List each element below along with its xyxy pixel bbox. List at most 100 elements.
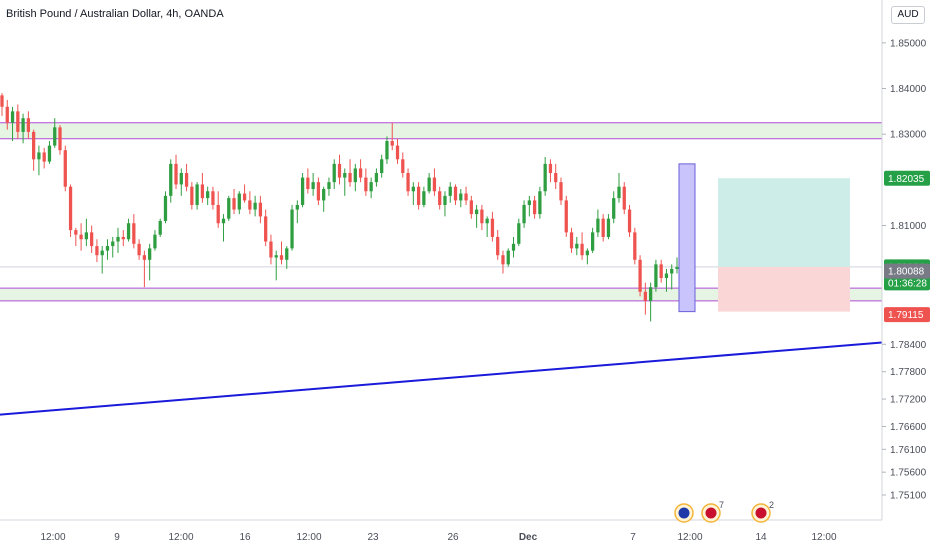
candle-body	[74, 230, 78, 235]
price-tick-label: 1.85000	[890, 38, 927, 49]
candle-body	[290, 209, 294, 249]
time-tick-label: 9	[114, 532, 120, 543]
candle	[322, 186, 326, 212]
candle-body	[253, 202, 257, 210]
candle-body	[543, 163, 547, 192]
flag-icon	[755, 507, 767, 519]
candle-body	[622, 186, 626, 210]
candle	[79, 223, 83, 251]
candle-body	[221, 218, 226, 224]
candle-body	[211, 191, 215, 205]
event-marker: 2	[751, 500, 774, 523]
candle-body	[580, 243, 584, 256]
candle-body	[148, 248, 152, 260]
candle-body	[32, 131, 36, 160]
candle-body	[121, 236, 125, 240]
candle	[42, 147, 46, 169]
candle-body	[406, 173, 410, 192]
candle-body	[606, 218, 611, 237]
previous-close-label: 1.80088	[884, 263, 930, 279]
time-tick-label: 26	[447, 532, 459, 543]
candle	[448, 182, 452, 203]
candle	[163, 191, 168, 224]
chart-title: British Pound / Australian Dollar, 4h, O…	[6, 8, 224, 20]
candle	[269, 234, 273, 265]
event-count: 2	[769, 500, 774, 510]
candle-body	[105, 246, 110, 251]
candle	[469, 195, 473, 219]
candle	[358, 159, 363, 183]
candle	[74, 227, 78, 247]
candle-body	[358, 168, 363, 178]
candle	[5, 99, 9, 130]
price-tick-label: 1.75600	[890, 468, 927, 479]
candle	[617, 173, 621, 203]
candle	[258, 195, 263, 224]
candle-body	[422, 191, 426, 205]
candle-body	[480, 209, 484, 224]
candle	[633, 227, 637, 265]
candle	[374, 168, 379, 187]
candle	[527, 195, 531, 217]
candle-body	[612, 198, 616, 219]
candle-body	[559, 182, 563, 201]
candle	[675, 257, 679, 274]
candle	[10, 106, 15, 142]
flag-icon	[705, 507, 717, 519]
candle	[490, 211, 495, 242]
position-stop-area	[718, 266, 850, 312]
candle-body	[5, 106, 9, 123]
candle	[380, 154, 384, 178]
candle	[242, 184, 247, 203]
candle-body	[343, 173, 347, 178]
candle	[90, 225, 94, 253]
candle	[612, 191, 616, 224]
candle	[116, 227, 120, 253]
candle-body	[348, 173, 352, 183]
candle-body	[664, 273, 669, 279]
price-tick-label: 1.77800	[890, 367, 927, 378]
candle-body	[511, 243, 516, 251]
candle	[664, 268, 669, 292]
candle-body	[63, 150, 67, 187]
candle	[511, 236, 516, 258]
candle-body	[385, 141, 389, 160]
candle	[348, 159, 352, 187]
candle-body	[10, 111, 15, 123]
time-tick-label: 7	[630, 532, 636, 543]
countdown-label: 01:36:28	[884, 275, 930, 291]
candle-body	[670, 268, 674, 274]
candle	[548, 159, 553, 183]
price-tick-label: 1.78400	[890, 340, 927, 351]
candle	[105, 239, 110, 260]
candle	[279, 241, 284, 265]
candle	[237, 191, 241, 215]
candle	[274, 250, 278, 281]
stop-price-label-bg	[884, 307, 930, 323]
candle	[221, 214, 226, 242]
candle	[332, 159, 336, 189]
candle-body	[206, 191, 210, 199]
target-price-label: 1.82035	[884, 170, 930, 186]
currency-button[interactable]: AUD	[891, 6, 925, 24]
candle	[311, 173, 315, 196]
candle-body	[627, 209, 632, 233]
candle-body	[332, 163, 336, 183]
candle	[501, 250, 505, 274]
candle-body	[227, 198, 231, 219]
time-tick-label: 12:00	[40, 532, 65, 543]
candle-body	[163, 195, 168, 221]
time-tick-label: 14	[755, 532, 767, 543]
candle-body	[380, 159, 384, 174]
event-marker: 7	[701, 500, 724, 523]
candle-body	[596, 218, 600, 233]
candle	[532, 195, 537, 219]
candle	[142, 250, 147, 288]
candle-body	[648, 287, 653, 301]
candle-body	[527, 200, 531, 205]
countdown-label-text: 01:36:28	[888, 278, 927, 289]
candle-body	[654, 264, 658, 288]
candle	[543, 157, 547, 196]
